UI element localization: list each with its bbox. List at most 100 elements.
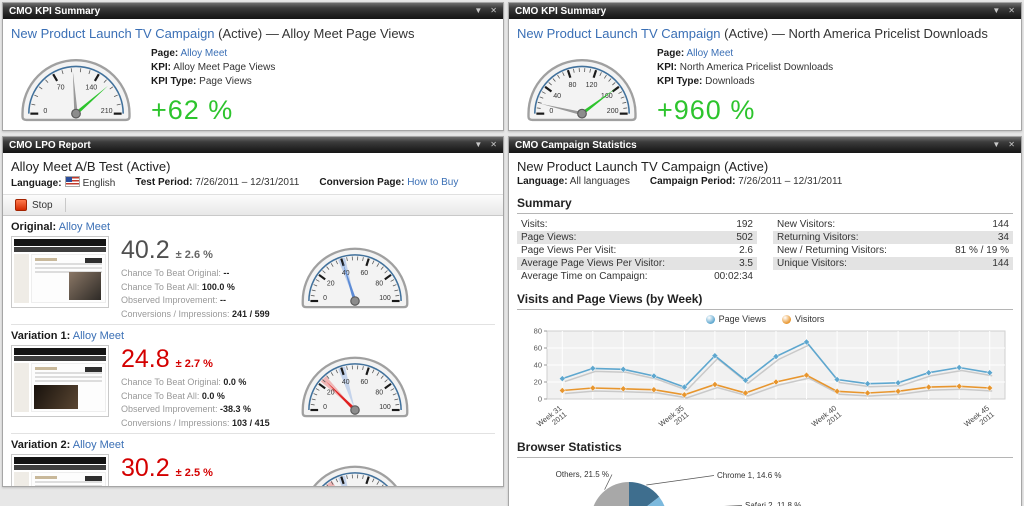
close-icon[interactable]: ✕ bbox=[1008, 6, 1015, 15]
panel-header[interactable]: CMO LPO Report ▼ ✕ bbox=[3, 137, 503, 153]
summary-row: Visits: 192 bbox=[521, 219, 753, 230]
thumbnail-part bbox=[14, 472, 106, 486]
svg-text:80: 80 bbox=[375, 390, 383, 397]
close-icon[interactable]: ✕ bbox=[490, 6, 497, 15]
thumbnail-part bbox=[14, 472, 29, 486]
summary-row: New Visitors: 144 bbox=[777, 219, 1009, 230]
panel-header[interactable]: CMO Campaign Statistics ▼ ✕ bbox=[509, 137, 1021, 153]
svg-text:40: 40 bbox=[342, 379, 350, 386]
kpi-type-field: KPI Type: Downloads bbox=[657, 75, 833, 89]
variant-name: Variation 2: bbox=[11, 439, 71, 451]
svg-text:70: 70 bbox=[57, 83, 65, 91]
svg-text:60: 60 bbox=[360, 270, 368, 277]
campaign-link[interactable]: New Product Launch TV Campaign bbox=[11, 26, 215, 41]
summary-table: Visits: 192 Page Views: 502 Page Views Per V… bbox=[517, 218, 1013, 283]
panel-lpo-report: CMO LPO Report ▼ ✕ Alloy Meet A/B Test (A… bbox=[2, 136, 504, 487]
variant-row: Variation 1: Alloy Meet bbox=[11, 324, 495, 433]
thumbnail-part bbox=[14, 348, 106, 355]
kpi-title: New Product Launch TV Campaign (Active) … bbox=[517, 26, 1013, 41]
conversion-page-link[interactable]: How to Buy bbox=[407, 177, 459, 188]
variant-stats: 40.2 ± 2.6 % Chance To Beat Original: --… bbox=[121, 236, 281, 321]
thumbnail-part bbox=[85, 476, 102, 481]
variant-heading: Variation 1: Alloy Meet bbox=[11, 330, 495, 342]
collapse-icon[interactable]: ▼ bbox=[992, 140, 1001, 149]
summary-row: Average Page Views Per Visitor: 3.5 bbox=[517, 257, 757, 270]
thumbnail-part bbox=[85, 258, 102, 263]
svg-text:40: 40 bbox=[553, 92, 561, 100]
campaign-link[interactable]: New Product Launch TV Campaign bbox=[517, 26, 721, 41]
visits-section-title: Visits and Page Views (by Week) bbox=[517, 292, 1013, 310]
conversion-rate-margin: ± 2.6 % bbox=[175, 249, 213, 261]
panel-campaign-statistics: CMO Campaign Statistics ▼ ✕ New Product L… bbox=[508, 136, 1022, 506]
summary-row: Average Time on Campaign: 00:02:34 bbox=[521, 271, 753, 282]
language-value: All languages bbox=[569, 176, 630, 187]
page-link[interactable]: Alloy Meet bbox=[686, 48, 734, 59]
svg-text:Others, 21.5 %: Others, 21.5 % bbox=[556, 470, 609, 479]
collapse-icon[interactable]: ▼ bbox=[474, 140, 483, 149]
collapse-icon[interactable]: ▼ bbox=[474, 6, 483, 15]
test-title: Alloy Meet A/B Test (Active) bbox=[11, 159, 171, 174]
svg-text:0: 0 bbox=[323, 404, 327, 411]
language-label: Language: bbox=[517, 176, 568, 187]
variant-page-link[interactable]: Alloy Meet bbox=[72, 330, 125, 342]
thumbnail-part bbox=[35, 372, 102, 374]
kpi-label: KPI: bbox=[657, 62, 677, 73]
conversion-field: Conversion Page: How to Buy bbox=[319, 177, 458, 188]
thumbnail-part bbox=[14, 363, 29, 412]
variant-stat-lines: Chance To Beat Original: 0.0 %Chance To … bbox=[121, 485, 281, 486]
chart-legend: Page Views Visitors bbox=[517, 314, 1013, 324]
variant-name: Variation 1: bbox=[11, 330, 71, 342]
thumbnail-part bbox=[35, 271, 102, 273]
visits-line-chart: 0 20 40 60 80 Week 312011 Week 352011 Week 4020… bbox=[534, 327, 1006, 429]
variant-heading: Original: Alloy Meet bbox=[11, 221, 495, 233]
svg-text:80: 80 bbox=[375, 281, 383, 288]
panel-header[interactable]: CMO KPI Summary ▼ ✕ bbox=[3, 3, 503, 19]
svg-text:120: 120 bbox=[586, 81, 598, 89]
thumbnail-part bbox=[35, 367, 57, 370]
variant-page-link[interactable]: Alloy Meet bbox=[72, 439, 125, 451]
conversion-rate-margin: ± 2.7 % bbox=[175, 358, 213, 370]
variant-stat: Chance To Beat All: 0.0 % bbox=[121, 390, 225, 401]
panel-body: New Product Launch TV Campaign (Active) … bbox=[509, 153, 1021, 506]
close-icon[interactable]: ✕ bbox=[490, 140, 497, 149]
page-field: Page: Alloy Meet bbox=[151, 47, 330, 61]
page-thumbnail[interactable] bbox=[11, 236, 109, 308]
conversion-rate-margin: ± 2.5 % bbox=[175, 467, 213, 479]
page-link[interactable]: Alloy Meet bbox=[180, 48, 228, 59]
conversion-rate-value: 24.8 bbox=[121, 345, 170, 373]
stop-button[interactable]: Stop bbox=[11, 198, 57, 212]
language-field: Language: All languages bbox=[517, 176, 630, 187]
panel-kpi-summary-right: CMO KPI Summary ▼ ✕ New Product Launch TV… bbox=[508, 2, 1022, 131]
conversion-label: Conversion Page: bbox=[319, 177, 405, 188]
browser-section-title: Browser Statistics bbox=[517, 440, 1013, 458]
summary-row: Returning Visitors: 34 bbox=[773, 231, 1013, 244]
page-thumbnail[interactable] bbox=[11, 454, 109, 486]
panel-header[interactable]: CMO KPI Summary ▼ ✕ bbox=[509, 3, 1021, 19]
page-thumbnail[interactable] bbox=[11, 345, 109, 417]
thumbnail-part bbox=[14, 457, 106, 464]
stop-icon bbox=[15, 199, 27, 211]
language-label: Language: bbox=[11, 178, 62, 189]
close-icon[interactable]: ✕ bbox=[1008, 140, 1015, 149]
language-value: English bbox=[82, 178, 116, 189]
thumbnail-part bbox=[35, 481, 102, 483]
kpi-type-label: KPI Type: bbox=[151, 76, 197, 87]
period-label: Test Period: bbox=[135, 177, 193, 188]
panel-title: CMO LPO Report bbox=[9, 139, 91, 151]
collapse-icon[interactable]: ▼ bbox=[992, 6, 1001, 15]
thumbnail-part bbox=[14, 465, 106, 470]
summary-row: Unique Visitors: 144 bbox=[773, 257, 1013, 270]
svg-text:0: 0 bbox=[43, 107, 47, 115]
variant-page-link[interactable]: Alloy Meet bbox=[58, 221, 111, 233]
svg-text:200: 200 bbox=[607, 107, 619, 115]
kpi-field: KPI: North America Pricelist Downloads bbox=[657, 61, 833, 75]
thumbnail-part bbox=[35, 263, 102, 265]
legend-item-visitors: Visitors bbox=[782, 314, 824, 324]
variant-stat-lines: Chance To Beat Original: 0.0 %Chance To … bbox=[121, 376, 281, 430]
stop-button-label: Stop bbox=[32, 199, 53, 211]
svg-text:20: 20 bbox=[327, 390, 335, 397]
kpi-type-field: KPI Type: Page Views bbox=[151, 75, 330, 89]
